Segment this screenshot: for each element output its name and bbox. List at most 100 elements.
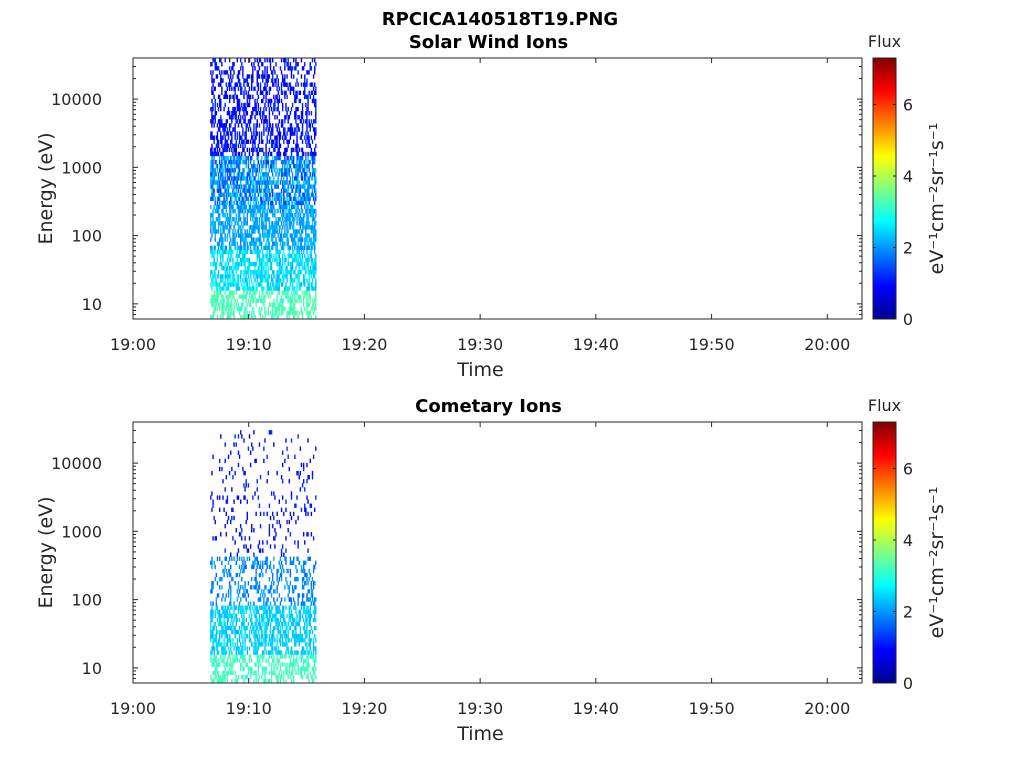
spectrogram-cell (290, 265, 293, 271)
spectrogram-cell (298, 180, 300, 185)
spectrogram-cell (269, 249, 272, 255)
spectrogram-cell (262, 560, 264, 566)
spectrogram-cell (308, 290, 310, 295)
spectrogram-cell (215, 658, 218, 663)
spectrogram-cell (232, 217, 234, 222)
spectrogram-cell (310, 192, 313, 197)
spectrogram-cell (298, 609, 300, 614)
spectrogram-cell (221, 678, 223, 684)
spectrogram-cell (274, 589, 276, 594)
spectrogram-cell (227, 454, 230, 460)
spectrogram-cell (243, 221, 245, 226)
spectrogram-cell (314, 159, 316, 165)
spectrogram-cell (249, 666, 252, 672)
spectrogram-cell (230, 204, 232, 210)
spectrogram-cell (226, 634, 229, 639)
spectrogram-cell (211, 470, 213, 476)
spectrogram-cell (222, 257, 224, 263)
spectrogram-cell (272, 241, 274, 246)
spectrogram-cell (291, 278, 294, 283)
spectrogram-cell (251, 585, 253, 590)
spectrogram-cell (251, 176, 253, 181)
spectrogram-cell (307, 155, 309, 161)
spectrogram-cell (298, 164, 300, 169)
spectrogram-cell (286, 229, 288, 234)
spectrogram-cell (268, 225, 271, 230)
spectrogram-cell (270, 98, 273, 104)
spectrogram-cell (283, 200, 285, 206)
spectrogram-cell (309, 310, 311, 316)
spectrogram-cell (269, 544, 272, 549)
spectrogram-cell (234, 265, 236, 271)
spectrogram-cell (258, 540, 261, 545)
spectrogram-cell (256, 196, 258, 202)
spectrogram-cell (308, 188, 310, 193)
spectrogram-cell (260, 188, 263, 193)
spectrogram-cell (241, 261, 243, 267)
spectrogram-cell (225, 147, 228, 153)
spectrogram-cell (280, 229, 283, 234)
spectrogram-cell (312, 74, 315, 79)
spectrogram-cell (300, 172, 303, 177)
spectrogram-cell (236, 646, 239, 651)
spectrogram-cell (254, 314, 256, 320)
spectrogram-cell (296, 576, 298, 582)
spectrogram-cell (308, 70, 310, 75)
spectrogram-cell (234, 151, 236, 157)
spectrogram-cell (297, 106, 299, 112)
spectrogram-cell (248, 294, 251, 299)
spectrogram-cell (233, 310, 235, 316)
spectrogram-cell (267, 621, 269, 627)
spectrogram-cell (290, 515, 293, 521)
spectrogram-cell (276, 278, 278, 283)
spectrogram-cell (293, 662, 295, 667)
spectrogram-cell (299, 168, 302, 173)
spectrogram-cell (235, 200, 237, 206)
spectrogram-cell (275, 217, 277, 222)
spectrogram-cell (309, 241, 311, 246)
spectrogram-cell (224, 270, 226, 275)
spectrogram-cell (223, 650, 225, 655)
spectrogram-cell (304, 164, 306, 169)
spectrogram-cell (257, 662, 260, 667)
spectrogram-cell (263, 678, 265, 684)
x-tick-label: 19:30 (457, 335, 503, 354)
spectrogram-cell (308, 617, 310, 623)
spectrogram-cell (281, 74, 284, 79)
spectrogram-cell (276, 605, 278, 610)
spectrogram-cell (259, 58, 262, 63)
spectrogram-cell (244, 646, 246, 651)
spectrogram-cell (299, 90, 302, 96)
spectrogram-cell (253, 180, 255, 185)
spectrogram-cell (230, 159, 232, 165)
spectrogram-cell (283, 212, 285, 218)
spectrogram-cell (268, 90, 271, 96)
spectrogram-cell (230, 294, 232, 299)
spectrogram-cell (234, 298, 236, 303)
spectrogram-cell (218, 466, 221, 472)
spectrogram-cell (214, 233, 216, 238)
spectrogram-cell (290, 274, 293, 279)
spectrogram-cell (290, 151, 293, 157)
spectrogram-cell (217, 642, 220, 647)
spectrogram-cell (218, 678, 221, 684)
spectrogram-cell (283, 221, 285, 226)
spectrogram-cell (248, 86, 251, 91)
spectrogram-cell (263, 237, 265, 242)
spectrogram-cell (235, 155, 237, 161)
spectrogram-cell (238, 155, 241, 161)
spectrogram-cell (291, 294, 294, 299)
spectrogram-cell (233, 217, 235, 222)
spectrogram-cell (216, 629, 219, 635)
spectrogram-cell (267, 658, 269, 663)
spectrogram-cell (294, 253, 296, 259)
spectrogram-cell (268, 196, 271, 202)
spectrogram-cell (314, 70, 316, 75)
spectrogram-cell (255, 298, 257, 303)
spectrogram-cell (221, 180, 223, 185)
spectrogram-cell (259, 298, 262, 303)
spectrogram-cell (306, 462, 308, 468)
spectrogram-cell (263, 74, 265, 79)
spectrogram-cell (248, 290, 251, 295)
spectrogram-cell (248, 176, 251, 181)
